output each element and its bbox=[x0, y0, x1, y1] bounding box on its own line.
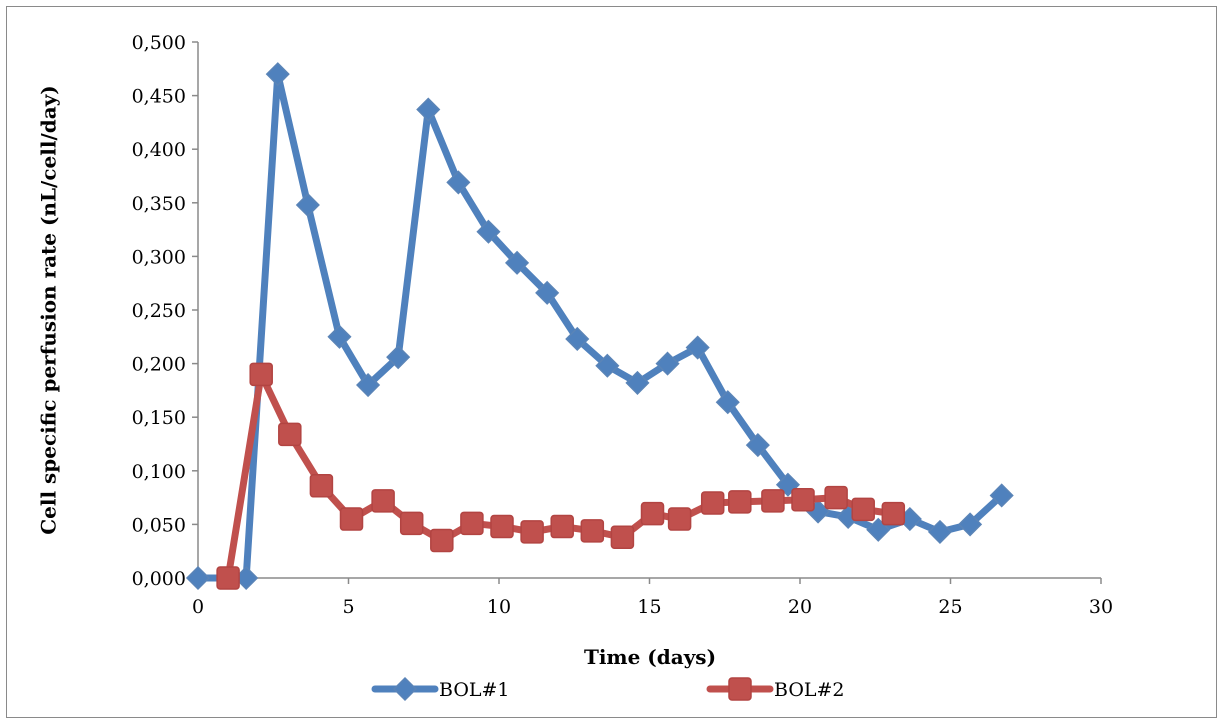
data-point bbox=[504, 250, 530, 275]
y-tick-label: 0,150 bbox=[132, 407, 186, 429]
x-ticks: 0 5 10 15 20 25 30 bbox=[192, 578, 1113, 618]
data-point bbox=[761, 489, 785, 513]
data-point bbox=[490, 514, 514, 539]
legend-marker-bol1 bbox=[392, 676, 418, 702]
y-tick-label: 0,400 bbox=[132, 139, 186, 161]
series-bol2 bbox=[216, 362, 906, 590]
data-point bbox=[371, 489, 395, 513]
x-tick-label: 15 bbox=[637, 596, 661, 618]
legend-item-bol1: BOL#1 bbox=[371, 676, 510, 702]
data-point bbox=[535, 280, 560, 305]
data-point bbox=[460, 511, 484, 536]
data-point bbox=[249, 362, 273, 387]
data-point bbox=[327, 324, 352, 349]
series-bol1 bbox=[185, 62, 1014, 591]
legend: BOL#1 BOL#2 bbox=[371, 676, 845, 702]
data-point bbox=[685, 335, 710, 360]
x-tick-label: 30 bbox=[1089, 596, 1113, 618]
data-point bbox=[356, 372, 381, 398]
data-point bbox=[295, 192, 320, 218]
data-point bbox=[278, 422, 302, 447]
series-line bbox=[194, 70, 1006, 582]
data-point bbox=[520, 520, 544, 544]
legend-label-bol2: BOL#2 bbox=[774, 679, 845, 701]
legend-marker-bol2 bbox=[728, 677, 752, 701]
data-point bbox=[416, 97, 441, 122]
x-tick-label: 20 bbox=[788, 596, 812, 618]
data-point bbox=[446, 170, 471, 195]
data-point bbox=[715, 390, 740, 415]
data-point bbox=[728, 490, 752, 514]
x-tick-label: 25 bbox=[938, 596, 962, 618]
data-point bbox=[309, 474, 334, 498]
data-point bbox=[700, 491, 725, 515]
legend-item-bol2: BOL#2 bbox=[706, 677, 845, 701]
data-point bbox=[216, 566, 240, 590]
data-point bbox=[550, 514, 574, 539]
y-tick-label: 0,350 bbox=[132, 193, 186, 215]
data-point bbox=[655, 351, 680, 376]
y-tick-label: 0,300 bbox=[132, 246, 186, 268]
x-tick-label: 5 bbox=[342, 596, 354, 618]
data-point bbox=[580, 519, 605, 543]
data-point bbox=[958, 512, 983, 537]
data-point bbox=[386, 345, 411, 370]
y-tick-label: 0,200 bbox=[132, 354, 186, 376]
data-point bbox=[185, 565, 211, 591]
data-point bbox=[476, 219, 501, 244]
data-point bbox=[851, 497, 875, 522]
y-tick-label: 0,450 bbox=[132, 86, 186, 108]
data-point bbox=[399, 511, 424, 536]
y-tick-label: 0,100 bbox=[132, 461, 186, 483]
series-layer bbox=[185, 62, 1014, 591]
data-point bbox=[745, 433, 770, 458]
data-point bbox=[824, 485, 848, 510]
y-tick-label: 0,500 bbox=[132, 32, 186, 54]
y-tick-label: 0,250 bbox=[132, 300, 186, 322]
y-tick-label: 0,050 bbox=[132, 514, 186, 536]
data-point bbox=[430, 528, 454, 553]
data-point bbox=[339, 507, 364, 531]
data-point bbox=[565, 326, 590, 352]
data-point bbox=[610, 525, 635, 550]
data-point bbox=[927, 519, 953, 544]
y-ticks: 0,000 0,050 0,100 0,150 0,200 0,250 0,300 0,350… bbox=[132, 32, 198, 590]
data-point bbox=[791, 487, 815, 512]
data-point bbox=[265, 62, 290, 87]
data-point bbox=[667, 507, 692, 531]
y-tick-label: 0,000 bbox=[132, 568, 186, 590]
data-point bbox=[640, 501, 665, 526]
x-tick-label: 0 bbox=[192, 596, 204, 618]
y-axis-title: Cell specific perfusion rate (nL/cell/da… bbox=[37, 85, 61, 535]
data-point bbox=[989, 483, 1014, 508]
legend-label-bol1: BOL#1 bbox=[439, 679, 510, 701]
data-point bbox=[881, 501, 906, 526]
x-tick-label: 10 bbox=[487, 596, 511, 618]
x-axis-title: Time (days) bbox=[584, 645, 716, 669]
data-point bbox=[595, 353, 620, 378]
data-point bbox=[625, 370, 650, 395]
